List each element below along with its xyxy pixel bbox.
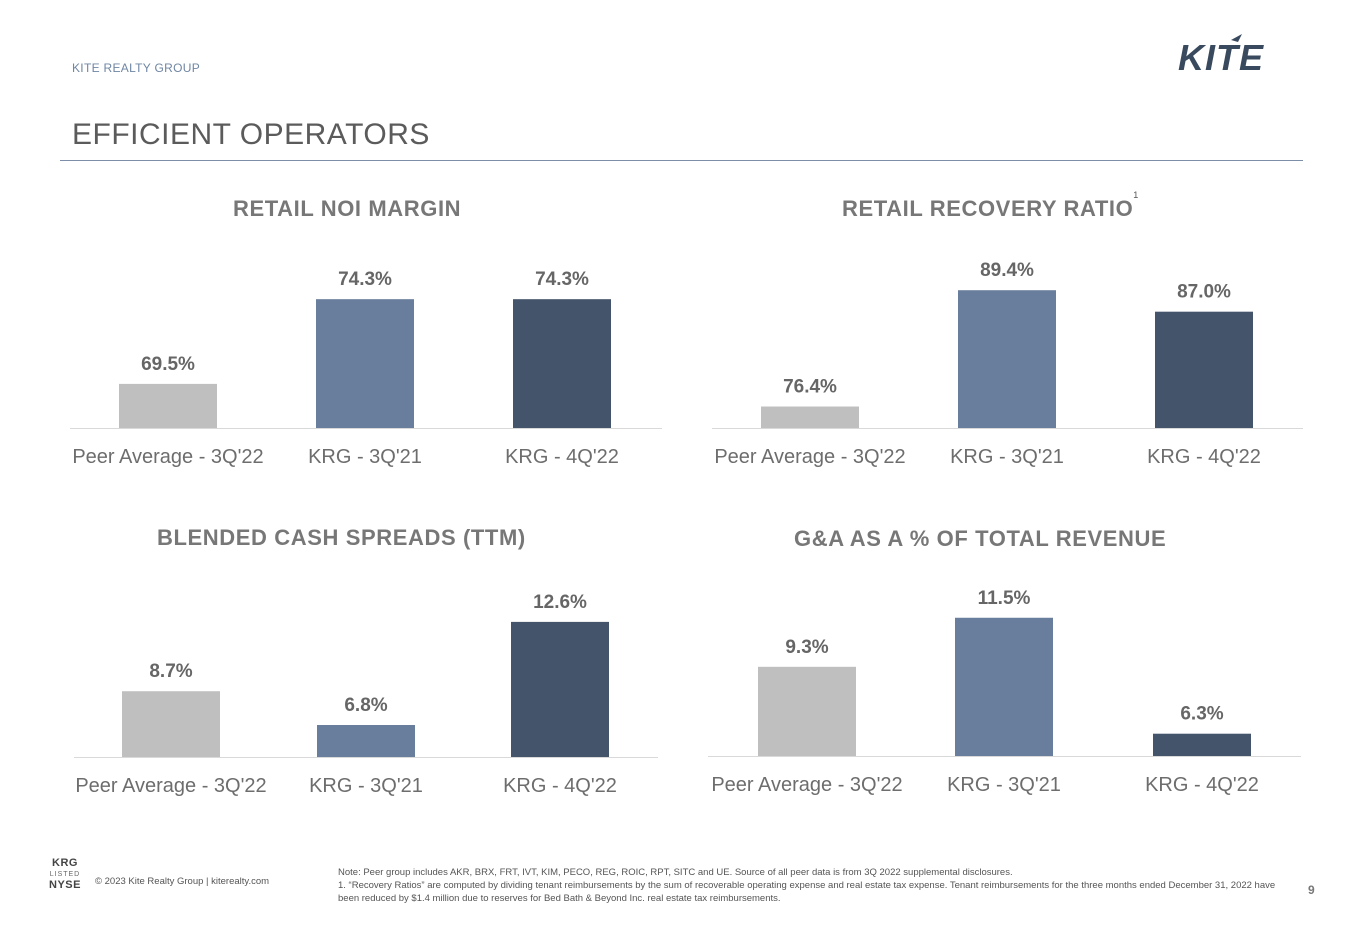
badge-exchange: NYSE (49, 879, 81, 891)
chart-0-category-label-0: Peer Average - 3Q'22 (72, 446, 263, 468)
chart-1-category-label-2: KRG - 4Q'22 (1147, 446, 1261, 468)
chart-1-bar-1 (958, 290, 1056, 428)
chart-0-bar-0 (119, 383, 217, 428)
logo-text: KITE (1178, 37, 1264, 74)
chart-2-data-label-1: 6.8% (344, 695, 387, 716)
chart-3-bar-1 (955, 617, 1053, 756)
chart-1-bar-2 (1155, 311, 1253, 428)
chart-title-cash-spreads: BLENDED CASH SPREADS (TTM) (157, 525, 526, 550)
badge-listed: LISTED (49, 871, 81, 878)
peer-group-note: Note: Peer group includes AKR, BRX, FRT,… (338, 867, 1013, 878)
chart-3-data-label-2: 6.3% (1180, 704, 1223, 725)
chart-3-data-label-0: 9.3% (785, 637, 828, 658)
chart-1-data-label-1: 89.4% (980, 260, 1034, 281)
chart-3-data-label-1: 11.5% (978, 588, 1031, 609)
chart-2-data-label-2: 12.6% (533, 592, 587, 613)
kite-logo: KITE (1178, 34, 1264, 74)
chart-1-data-label-0: 76.4% (783, 377, 837, 398)
nyse-listed-badge: KRG LISTED NYSE (48, 857, 82, 891)
chart-3-category-label-1: KRG - 3Q'21 (947, 774, 1061, 796)
chart-1-category-label-1: KRG - 3Q'21 (950, 446, 1064, 468)
footnote-marker: 1 (1133, 190, 1139, 200)
chart-0-data-label-2: 74.3% (535, 269, 589, 290)
copyright-text: © 2023 Kite Realty Group | kiterealty.co… (95, 876, 270, 887)
chart-2-data-label-0: 8.7% (149, 661, 192, 682)
chart-2-bar-1 (317, 725, 415, 757)
chart-3-category-label-2: KRG - 4Q'22 (1145, 774, 1259, 796)
chart-0-category-label-2: KRG - 4Q'22 (505, 446, 619, 468)
chart-title-noi-margin: RETAIL NOI MARGIN (233, 196, 462, 221)
chart-2-bar-2 (511, 621, 609, 757)
chart-3-bar-0 (758, 666, 856, 756)
chart-2-category-label-2: KRG - 4Q'22 (503, 775, 617, 797)
chart-2-bar-0 (122, 691, 220, 757)
page-number: 9 (1308, 883, 1315, 897)
company-name: KITE REALTY GROUP (72, 61, 201, 75)
chart-1-data-label-2: 87.0% (1177, 282, 1231, 303)
chart-3-category-label-0: Peer Average - 3Q'22 (711, 774, 902, 796)
chart-3-bar-2 (1153, 733, 1251, 756)
footnotes: Note: Peer group includes AKR, BRX, FRT,… (338, 866, 1278, 905)
chart-2-category-label-0: Peer Average - 3Q'22 (75, 775, 266, 797)
page-title: EFFICIENT OPERATORS (72, 118, 430, 151)
chart-title-ga-revenue: G&A AS A % OF TOTAL REVENUE (794, 526, 1167, 551)
logo-accent-icon (1231, 34, 1242, 42)
chart-1-category-label-0: Peer Average - 3Q'22 (714, 446, 905, 468)
chart-0-bar-1 (316, 299, 414, 428)
chart-0-bar-2 (513, 299, 611, 428)
chart-2-category-label-1: KRG - 3Q'21 (309, 775, 423, 797)
chart-0-data-label-1: 74.3% (338, 269, 392, 290)
badge-ticker: KRG (52, 857, 78, 869)
chart-title-recovery-ratio: RETAIL RECOVERY RATIO1 (842, 190, 1139, 221)
chart-1-bar-0 (761, 406, 859, 428)
chart-0-data-label-0: 69.5% (141, 354, 195, 375)
chart-0-category-label-1: KRG - 3Q'21 (308, 446, 422, 468)
recovery-ratio-note: 1. “Recovery Ratios” are computed by div… (338, 880, 1276, 904)
title-divider (60, 160, 1303, 161)
